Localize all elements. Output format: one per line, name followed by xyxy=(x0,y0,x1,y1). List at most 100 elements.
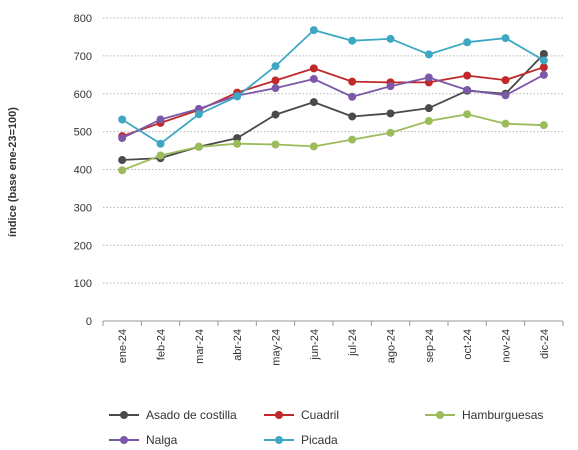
y-axis-label: índice (base ene-23=100) xyxy=(7,107,19,237)
data-point xyxy=(424,73,433,82)
x-axis-ticks: ene-24 feb-24 mar-24 abr-24 may-24 jun-24 jul-… xyxy=(117,329,551,366)
series-line xyxy=(121,29,545,145)
data-point xyxy=(424,50,433,59)
series-line xyxy=(122,53,545,161)
y-tick-label: 100 xyxy=(74,278,92,290)
y-tick-label: 400 xyxy=(74,165,92,177)
data-point xyxy=(233,92,242,101)
y-axis-ticks: 0 100 200 300 400 500 600 700 800 xyxy=(74,13,92,328)
data-point xyxy=(194,110,203,119)
x-tick-label: jun-24 xyxy=(309,329,321,361)
x-tick-label: feb-24 xyxy=(156,329,168,360)
data-point xyxy=(271,84,280,93)
legend-item: Hamburguesas xyxy=(425,408,543,422)
data-point xyxy=(348,112,357,121)
data-point xyxy=(348,36,357,45)
data-point xyxy=(501,119,510,128)
series-line xyxy=(121,66,545,138)
x-tick-label: oct-24 xyxy=(462,329,474,360)
series-cuadril xyxy=(118,63,548,141)
series-hamburguesas xyxy=(118,110,548,175)
data-point xyxy=(348,77,357,86)
data-point xyxy=(271,62,280,71)
data-point xyxy=(386,34,395,43)
data-point xyxy=(463,85,472,94)
legend-swatch-marker xyxy=(275,436,283,444)
data-point xyxy=(309,64,318,73)
legend-item: Cuadril xyxy=(264,408,339,422)
data-point xyxy=(118,166,127,175)
legend-swatch-marker xyxy=(436,411,444,419)
x-tick-label: abr-24 xyxy=(232,329,244,361)
data-point xyxy=(156,139,165,148)
series-group xyxy=(118,26,548,175)
data-point xyxy=(309,74,318,83)
series-line xyxy=(121,113,544,172)
x-tick-label: nov-24 xyxy=(501,329,513,363)
data-point xyxy=(539,70,548,79)
legend-item: Asado de costilla xyxy=(109,408,237,422)
legend-label: Asado de costilla xyxy=(146,408,237,422)
data-point xyxy=(271,110,280,119)
legend-item: Nalga xyxy=(109,433,178,447)
data-point xyxy=(309,142,318,151)
y-tick-label: 0 xyxy=(86,316,92,328)
data-point xyxy=(156,151,165,160)
legend-label: Cuadril xyxy=(301,408,339,422)
x-tick-label: may-24 xyxy=(271,329,283,366)
y-tick-label: 300 xyxy=(74,202,92,214)
data-point xyxy=(501,34,510,43)
data-point xyxy=(386,128,395,137)
data-point xyxy=(194,142,203,151)
data-point xyxy=(348,92,357,101)
data-point xyxy=(501,76,510,85)
data-point xyxy=(118,156,127,165)
legend-item: Picada xyxy=(264,433,338,447)
series-picada xyxy=(118,26,548,148)
x-tick-label: dic-24 xyxy=(539,329,551,359)
data-point xyxy=(463,110,472,119)
x-axis xyxy=(102,320,564,326)
y-tick-label: 200 xyxy=(74,240,92,252)
legend: Asado de costilla Cuadril Hamburguesas Nalg… xyxy=(109,408,543,447)
series-asado-de-costilla xyxy=(118,49,548,165)
legend-swatch-marker xyxy=(120,436,128,444)
data-point xyxy=(463,71,472,80)
x-tick-label: ago-24 xyxy=(386,329,398,363)
data-point xyxy=(539,56,548,65)
series-line xyxy=(121,74,545,139)
data-point xyxy=(118,134,127,143)
data-point xyxy=(309,98,318,107)
data-point xyxy=(539,63,548,72)
gridlines xyxy=(103,17,563,284)
series-nalga xyxy=(118,70,548,143)
legend-label: Picada xyxy=(301,433,338,447)
x-tick-label: jul-24 xyxy=(347,329,359,357)
legend-label: Hamburguesas xyxy=(462,408,543,422)
data-point xyxy=(271,76,280,85)
data-point xyxy=(309,26,318,35)
data-point xyxy=(233,139,242,148)
x-tick-label: ene-24 xyxy=(117,329,129,363)
data-point xyxy=(463,38,472,47)
legend-swatch-marker xyxy=(120,411,128,419)
y-tick-label: 800 xyxy=(74,13,92,25)
data-point xyxy=(539,121,548,130)
x-tick-label: sep-24 xyxy=(424,329,436,363)
data-point xyxy=(118,115,127,124)
data-point xyxy=(156,115,165,124)
legend-label: Nalga xyxy=(146,433,178,447)
data-point xyxy=(386,109,395,118)
legend-swatch-marker xyxy=(275,411,283,419)
y-tick-label: 700 xyxy=(74,51,92,63)
data-point xyxy=(424,104,433,113)
x-tick-label: mar-24 xyxy=(194,329,206,364)
data-point xyxy=(386,82,395,91)
y-tick-label: 500 xyxy=(74,127,92,139)
data-point xyxy=(271,140,280,149)
y-tick-label: 600 xyxy=(74,89,92,101)
data-point xyxy=(539,49,548,58)
data-point xyxy=(501,91,510,100)
data-point xyxy=(424,117,433,126)
